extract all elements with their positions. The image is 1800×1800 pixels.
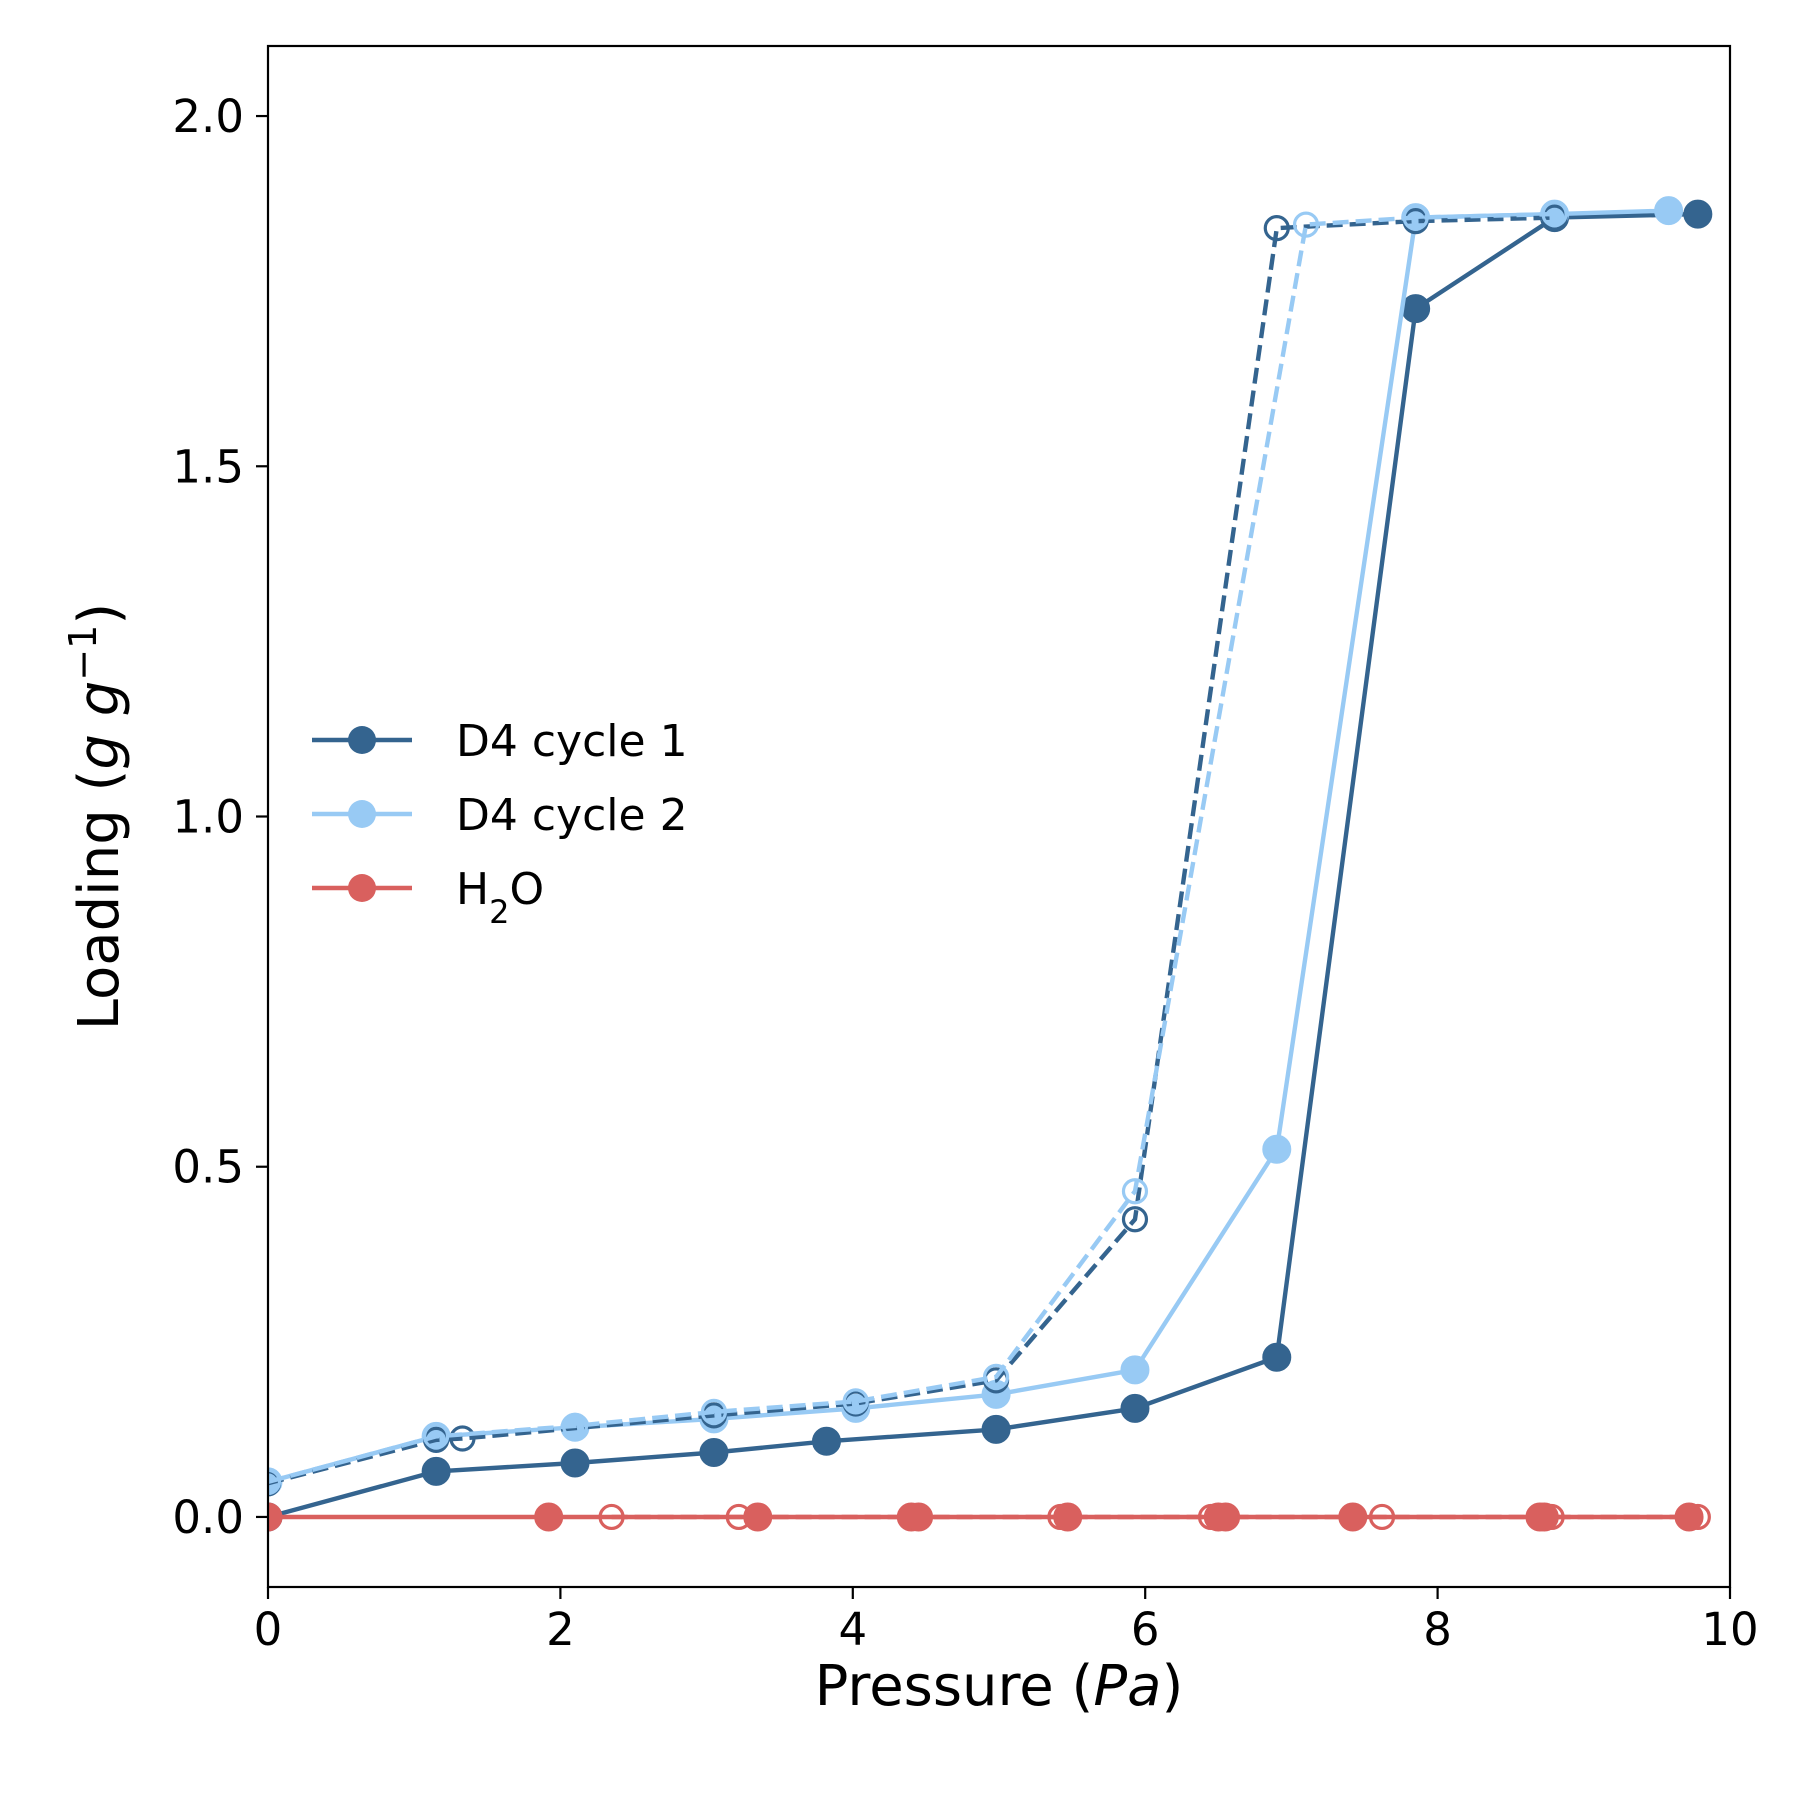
y-tick-label: 1.5 <box>172 440 244 493</box>
point-series-desorption <box>1292 211 1320 238</box>
legend-marker <box>348 874 376 902</box>
point-d4-cycle-2-adsorption <box>1262 1134 1292 1164</box>
line-d4-cycle-2-adsorption <box>268 208 1669 1485</box>
y-tick-label: 0.0 <box>172 1491 244 1544</box>
point-d4-cycle-1-adsorption <box>699 1438 729 1468</box>
y-tick-label: 1.0 <box>172 791 244 844</box>
legend-label: D4 cycle 1 <box>456 716 688 767</box>
point-d4-cycle-1-adsorption <box>1683 199 1713 229</box>
x-tick-label: 4 <box>838 1603 867 1656</box>
legend-item: D4 cycle 1 <box>312 716 688 767</box>
legend-marker <box>348 800 376 828</box>
x-tick-label: 8 <box>1423 1603 1452 1656</box>
point-d4-cycle-1-adsorption <box>1262 1342 1292 1372</box>
series-series-desorption <box>268 204 1568 1497</box>
point-series-desorption <box>598 1503 625 1531</box>
y-axis-label: Loading (g g−1) <box>61 603 132 1030</box>
series-d4-cycle-1-adsorption <box>268 199 1713 1532</box>
point-series-desorption <box>982 1363 1010 1390</box>
point-d4-cycle-2-adsorption <box>1654 196 1684 226</box>
point-series-desorption <box>1538 1503 1565 1531</box>
plot-layer <box>268 196 1713 1532</box>
point-h-o-adsorption <box>534 1502 564 1532</box>
point-series-desorption <box>268 1468 282 1496</box>
legend-item: H2O <box>312 864 544 931</box>
x-tick-label: 10 <box>1701 1603 1758 1656</box>
y-tick-label: 2.0 <box>172 90 244 143</box>
point-d4-cycle-1-adsorption <box>811 1426 841 1456</box>
point-series-desorption <box>1368 1503 1396 1531</box>
legend: D4 cycle 1 D4 cycle 2 H2O <box>312 716 688 931</box>
x-tick-label: 6 <box>1131 1603 1160 1656</box>
legend-label: D4 cycle 2 <box>456 790 688 841</box>
point-series-desorption <box>1541 201 1568 228</box>
legend-label: H2O <box>456 864 544 931</box>
x-axis-label: Pressure (Pa) <box>815 1654 1184 1719</box>
series-d4-cycle-2-adsorption <box>268 196 1684 1497</box>
point-series-desorption <box>449 1425 476 1452</box>
point-d4-cycle-1-adsorption <box>981 1414 1011 1444</box>
point-d4-cycle-1-adsorption <box>421 1456 451 1486</box>
series-series-desorption <box>598 1503 1711 1531</box>
point-series-desorption <box>1121 1206 1149 1233</box>
legend-marker <box>348 726 376 754</box>
point-series-desorption <box>1047 1503 1074 1531</box>
ticks-layer: 0 2 4 6 8 10 0.0 0.5 1.0 1.5 2.0 <box>172 90 1758 1656</box>
line-series-desorption <box>268 215 1555 1486</box>
point-series-desorption <box>700 1398 728 1425</box>
y-tick-label: 0.5 <box>172 1141 244 1194</box>
legend-item: D4 cycle 2 <box>312 790 688 841</box>
point-series-desorption <box>842 1388 869 1415</box>
point-series-desorption <box>423 1423 450 1450</box>
point-d4-cycle-1-adsorption <box>1401 294 1431 324</box>
point-series-desorption <box>1684 1503 1711 1531</box>
point-series-desorption <box>1402 204 1429 231</box>
x-tick-label: 0 <box>254 1603 283 1656</box>
point-d4-cycle-2-adsorption <box>1120 1355 1150 1385</box>
point-series-desorption <box>1263 215 1290 242</box>
x-tick-label: 2 <box>546 1603 575 1656</box>
point-series-desorption <box>725 1503 752 1531</box>
line-series-desorption <box>268 211 1555 1485</box>
series-series-desorption <box>268 201 1568 1496</box>
point-d4-cycle-1-adsorption <box>1120 1393 1150 1423</box>
point-series-desorption <box>1197 1503 1225 1531</box>
point-series-desorption <box>1121 1178 1149 1205</box>
point-d4-cycle-1-adsorption <box>560 1448 590 1478</box>
point-h-o-adsorption <box>268 1502 283 1532</box>
point-series-desorption <box>561 1412 589 1439</box>
